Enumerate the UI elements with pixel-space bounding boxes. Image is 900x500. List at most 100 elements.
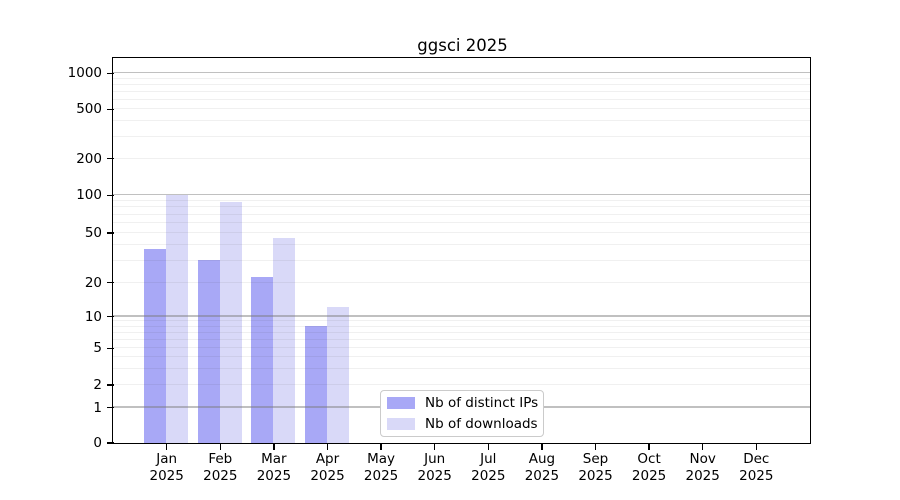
y-axis-tick-mark xyxy=(107,442,114,444)
y-axis-tick-mark xyxy=(107,316,114,318)
grid-line-minor xyxy=(113,320,811,322)
grid-line-minor xyxy=(113,120,811,122)
x-axis-tick-label: Jun 2025 xyxy=(407,451,463,484)
grid-line-minor xyxy=(113,108,811,110)
x-axis-tick-label: May 2025 xyxy=(353,451,409,484)
x-tick-year: 2025 xyxy=(471,467,506,484)
x-tick-month: Aug xyxy=(528,451,556,467)
x-tick-month: Dec xyxy=(743,451,770,467)
bar-downloads xyxy=(219,201,242,444)
y-axis-tick-label: 5 xyxy=(93,340,102,357)
x-axis-tick-mark xyxy=(434,444,436,450)
grid-line-minor xyxy=(113,325,811,327)
grid-line-minor xyxy=(113,243,811,245)
y-axis-tick-label: 200 xyxy=(76,150,102,167)
y-axis-tick-label: 2 xyxy=(93,377,102,393)
x-tick-year: 2025 xyxy=(417,467,452,484)
legend-label-distinct-ips: Nb of distinct IPs xyxy=(425,395,539,411)
x-tick-month: May xyxy=(367,451,396,467)
y-axis-tick-mark xyxy=(107,384,114,386)
x-tick-month: Jan xyxy=(156,451,178,467)
y-axis-tick-label: 1000 xyxy=(67,65,102,82)
legend-entry-distinct-ips: Nb of distinct IPs xyxy=(381,393,543,414)
x-tick-month: Mar xyxy=(261,451,287,467)
x-tick-month: Feb xyxy=(208,451,233,467)
x-tick-year: 2025 xyxy=(363,467,399,484)
grid-line-minor xyxy=(113,281,811,283)
bar-downloads xyxy=(166,194,189,444)
x-axis-tick-label: Apr 2025 xyxy=(300,451,356,484)
y-axis-tick-mark xyxy=(107,158,114,160)
x-axis-tick-label: Feb 2025 xyxy=(192,451,248,484)
x-axis-tick-label: Oct 2025 xyxy=(621,451,677,484)
x-axis-tick-label: Mar 2025 xyxy=(246,451,302,484)
x-axis-tick-label: Jan 2025 xyxy=(139,451,195,484)
x-tick-month: Sep xyxy=(582,451,609,467)
plot-area xyxy=(112,57,812,445)
grid-line-minor xyxy=(113,331,811,333)
grid-line-minor xyxy=(113,231,811,233)
y-axis-tick-label: 100 xyxy=(76,187,102,204)
y-axis-tick-mark xyxy=(107,347,114,349)
bar-downloads xyxy=(273,238,296,444)
y-axis-tick-mark xyxy=(107,72,114,74)
grid-line-minor xyxy=(113,90,811,92)
y-axis-tick-label: 20 xyxy=(84,274,102,291)
x-axis-tick-mark xyxy=(648,444,650,450)
grid-line-minor xyxy=(113,135,811,137)
x-axis-tick-mark xyxy=(594,444,597,450)
x-axis-tick-mark xyxy=(273,444,275,450)
x-axis-tick-label: Sep 2025 xyxy=(568,451,624,484)
x-tick-month: Jul xyxy=(480,451,497,467)
grid-line-minor xyxy=(113,157,811,159)
x-axis-tick-label: Aug 2025 xyxy=(514,451,570,484)
grid-line-minor xyxy=(113,259,811,261)
y-axis-tick-mark xyxy=(107,232,114,234)
x-axis-tick-label: Dec 2025 xyxy=(728,451,784,484)
bar-distinct-ips xyxy=(197,260,220,444)
grid-line-major xyxy=(113,193,811,196)
x-axis-tick-label: Jul 2025 xyxy=(460,451,516,484)
x-axis-tick-label: Nov 2025 xyxy=(675,451,731,484)
y-axis-tick-label: 500 xyxy=(76,101,102,118)
grid-line-major xyxy=(113,71,811,74)
bar-distinct-ips xyxy=(304,326,327,444)
grid-line-minor xyxy=(113,383,811,385)
y-axis-tick-mark xyxy=(107,194,114,196)
y-axis-tick-label: 10 xyxy=(84,308,102,325)
x-tick-year: 2025 xyxy=(203,467,238,484)
bar-downloads xyxy=(326,307,349,444)
x-axis-tick-mark xyxy=(702,444,704,450)
grid-line-minor xyxy=(113,367,811,369)
x-tick-month: Oct xyxy=(637,451,661,467)
legend-label-downloads: Nb of downloads xyxy=(425,416,538,432)
x-tick-month: Nov xyxy=(689,451,716,467)
x-axis-tick-mark xyxy=(166,444,168,450)
x-tick-year: 2025 xyxy=(310,467,345,484)
legend-swatch-distinct-ips xyxy=(387,396,415,410)
legend-entry-downloads: Nb of downloads xyxy=(381,414,543,435)
x-tick-year: 2025 xyxy=(685,467,720,484)
y-axis-tick-label: 0 xyxy=(93,435,102,451)
grid-line-minor xyxy=(113,356,811,358)
grid-line-minor xyxy=(113,213,811,215)
grid-line-minor xyxy=(113,83,811,85)
grid-line-minor xyxy=(113,347,811,349)
x-tick-year: 2025 xyxy=(524,467,560,484)
x-axis-tick-mark xyxy=(755,444,757,450)
x-tick-year: 2025 xyxy=(578,467,613,484)
bar-distinct-ips xyxy=(144,248,167,444)
x-tick-year: 2025 xyxy=(739,467,774,484)
x-axis-tick-mark xyxy=(487,444,489,450)
y-axis-tick-mark xyxy=(107,108,114,110)
grid-line-minor xyxy=(113,338,811,340)
y-axis-tick-label: 1 xyxy=(93,399,102,416)
grid-line-minor xyxy=(113,221,811,223)
grid-line-minor xyxy=(113,199,811,201)
grid-line-minor xyxy=(113,77,811,79)
grid-line-minor xyxy=(113,98,811,100)
x-axis-tick-mark xyxy=(380,444,382,450)
legend-swatch-downloads xyxy=(387,417,415,431)
x-tick-year: 2025 xyxy=(256,467,292,484)
